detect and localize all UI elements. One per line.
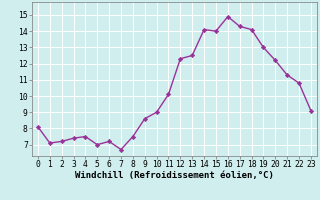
- X-axis label: Windchill (Refroidissement éolien,°C): Windchill (Refroidissement éolien,°C): [75, 171, 274, 180]
